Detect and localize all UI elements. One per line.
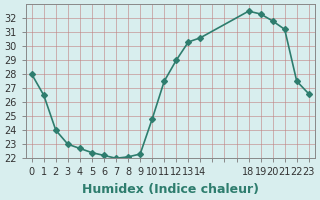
X-axis label: Humidex (Indice chaleur): Humidex (Indice chaleur) xyxy=(82,183,259,196)
